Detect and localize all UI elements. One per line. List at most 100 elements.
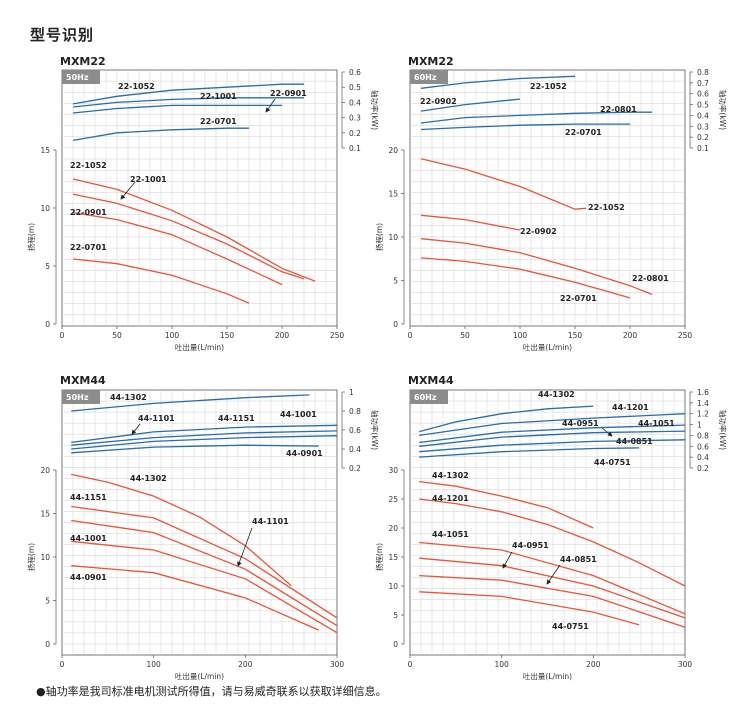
power-axis-label: 轴功率(kW) bbox=[370, 90, 380, 130]
head-curve-44-0851 bbox=[419, 574, 686, 628]
power-tick-label: 0.2 bbox=[349, 129, 361, 138]
head-curve-label: 44-1201 bbox=[432, 494, 469, 503]
label-pointer-arrow bbox=[502, 551, 513, 569]
power-tick-label: 0.2 bbox=[697, 464, 709, 473]
head-curve-label: 22-1052 bbox=[70, 161, 107, 170]
power-tick-label: 0.6 bbox=[697, 90, 709, 99]
head-axis-label: 扬程(m) bbox=[374, 223, 384, 251]
flow-tick-label: 300 bbox=[330, 660, 345, 669]
curve-labels: 44-1302 44-1201 44-0951 44-1051 44-0851 44-07… bbox=[432, 390, 675, 631]
power-curve-label: 44-0951 bbox=[562, 419, 599, 428]
chart-title: MXM22 bbox=[60, 55, 106, 68]
power-tick-label: 0.1 bbox=[349, 144, 361, 153]
head-tick-label: 0 bbox=[393, 320, 398, 329]
head-curve-label: 44-1302 bbox=[432, 471, 469, 480]
grid bbox=[62, 70, 337, 326]
head-curve-22-0901 bbox=[72, 211, 283, 286]
head-tick-label: 20 bbox=[40, 466, 50, 475]
head-curve-44-1101 bbox=[71, 519, 338, 627]
head-tick-label: 20 bbox=[388, 524, 398, 533]
head-curve-label: 22-0701 bbox=[70, 243, 107, 252]
curve-labels: 22-1052 22-0902 22-0801 22-0701 22-1052 22-09… bbox=[420, 82, 669, 303]
chart-1: MXM22 60Hz 0 5 10 15 20 扬程(m) 0.1 0.2 0.3 0.40.5 0.6… bbox=[374, 55, 728, 352]
power-tick-label: 0.8 bbox=[349, 407, 361, 416]
power-axis-label: 轴功率(kW) bbox=[718, 90, 728, 130]
flow-tick-label: 0 bbox=[60, 331, 65, 340]
frequency-label: 50Hz bbox=[66, 393, 89, 402]
flow-tick-label: 50 bbox=[112, 331, 122, 340]
head-tick-label: 10 bbox=[388, 582, 398, 591]
head-curve-label: 44-1051 bbox=[432, 530, 469, 539]
power-curve-44-0901 bbox=[71, 444, 319, 454]
flow-tick-label: 50 bbox=[460, 331, 470, 340]
head-tick-label: 25 bbox=[388, 495, 398, 504]
head-curve-label: 44-1302 bbox=[130, 474, 167, 483]
power-tick-label: 1.4 bbox=[697, 399, 709, 408]
power-axis: 0.1 0.2 0.3 0.40.5 0.6 0.7 0.8 轴功率(kW) bbox=[689, 68, 728, 153]
power-curve-label: 44-1302 bbox=[110, 393, 147, 402]
frequency-label: 60Hz bbox=[414, 73, 437, 82]
power-axis-label: 轴功率(kW) bbox=[718, 410, 728, 450]
flow-tick-label: 0 bbox=[408, 660, 413, 669]
curves bbox=[420, 75, 653, 299]
power-curve-label: 44-1302 bbox=[538, 390, 575, 399]
head-curve-label: 44-0751 bbox=[552, 622, 589, 631]
power-tick-label: 1.2 bbox=[697, 410, 709, 419]
power-curve-22-0901 bbox=[72, 104, 282, 114]
power-axis: 0.1 0.2 0.3 0.4 0.5 0.6 轴功率(kW) bbox=[341, 68, 380, 153]
head-axis: 0 5 10 15 20 扬程(m) bbox=[374, 146, 405, 329]
head-curve-label: 22-0701 bbox=[560, 294, 597, 303]
flow-tick-label: 100 bbox=[165, 331, 180, 340]
frequency-label: 50Hz bbox=[66, 73, 89, 82]
head-curve-44-0901 bbox=[71, 565, 319, 631]
head-tick-label: 15 bbox=[388, 553, 398, 562]
flow-tick-label: 250 bbox=[678, 331, 693, 340]
power-curve-label: 22-0902 bbox=[420, 97, 457, 106]
flow-axis: 0 100 200 300 吐出量(L/min) bbox=[60, 655, 345, 681]
frequency-badge bbox=[410, 390, 448, 404]
head-tick-label: 5 bbox=[45, 597, 50, 606]
head-curve-44-0951 bbox=[419, 557, 686, 619]
head-curve-label: 22-0901 bbox=[70, 208, 107, 217]
head-tick-label: 5 bbox=[393, 277, 398, 286]
head-curve-22-1052 bbox=[420, 158, 587, 210]
power-curve-22-0902 bbox=[420, 98, 521, 112]
power-tick-label: 0.4 bbox=[697, 111, 709, 120]
head-axis-label: 扬程(m) bbox=[374, 543, 384, 571]
power-axis: 0.2 0.4 0.6 0.8 1 轴功率(kW) bbox=[341, 388, 380, 473]
head-axis: 0 5 10 15 20 扬程(m) bbox=[26, 466, 57, 649]
head-axis-label: 扬程(m) bbox=[26, 223, 36, 251]
head-curve-22-0701 bbox=[72, 258, 250, 304]
power-curve-44-1001 bbox=[71, 435, 338, 450]
frequency-badge bbox=[62, 390, 100, 404]
power-curve-22-1001 bbox=[72, 97, 304, 108]
grid bbox=[410, 70, 685, 326]
power-curve-label: 44-1051 bbox=[638, 419, 675, 428]
head-curve-label: 22-1052 bbox=[588, 203, 625, 212]
flow-axis: 0 50 100 150 200 250 吐出量(L/min) bbox=[408, 326, 693, 352]
power-curve-44-1302 bbox=[419, 405, 594, 433]
chart-2: MXM44 50Hz 0 5 10 15 20 扬程(m) 0.2 0.4 0.6 0.8 1 轴功率(k… bbox=[26, 374, 380, 681]
power-axis-label: 轴功率(kW) bbox=[370, 410, 380, 450]
curves bbox=[419, 405, 686, 628]
head-curve-44-1302 bbox=[419, 480, 594, 529]
power-tick-label: 0.6 bbox=[349, 68, 361, 77]
head-tick-label: 20 bbox=[388, 146, 398, 155]
head-curve-22-1001 bbox=[72, 193, 305, 280]
power-curve-label: 22-1001 bbox=[200, 92, 237, 101]
chart-title: MXM44 bbox=[60, 374, 106, 387]
power-tick-label: 0.8 bbox=[697, 68, 709, 77]
label-pointer-arrow bbox=[131, 423, 141, 435]
power-curve-22-0701 bbox=[420, 123, 630, 131]
power-tick-label: 0.6 bbox=[697, 442, 709, 451]
flow-tick-label: 150 bbox=[568, 331, 583, 340]
head-tick-label: 0 bbox=[393, 640, 398, 649]
frequency-label: 60Hz bbox=[414, 393, 437, 402]
power-curve-44-1201 bbox=[419, 413, 686, 437]
flow-axis: 0 50 100 150 200 250 吐出量(L/min) bbox=[60, 326, 344, 352]
head-curve-label: 22-1001 bbox=[130, 175, 167, 184]
power-tick-label: 0.2 bbox=[697, 133, 709, 142]
power-tick-label: 0.1 bbox=[697, 144, 709, 153]
power-curve-44-0951 bbox=[419, 424, 686, 444]
